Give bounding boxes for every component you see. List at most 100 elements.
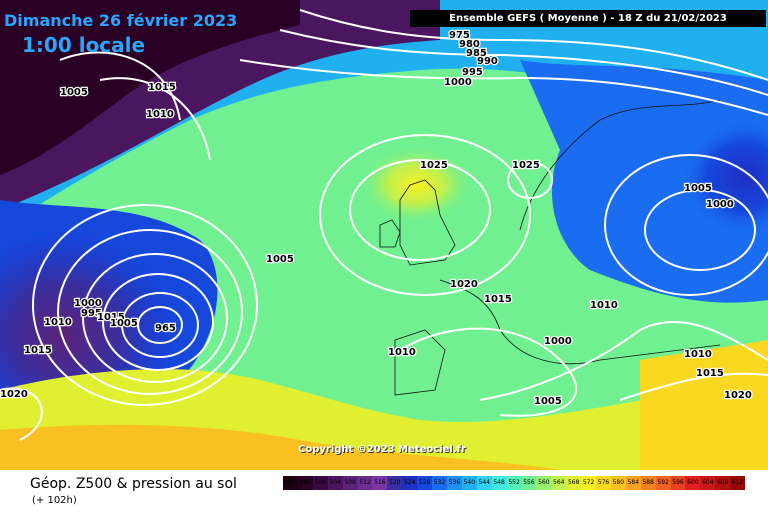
color-scale-ticks: 492 496 500 504 508 512 516 520 524 528 532 536 540 5… <box>283 479 745 486</box>
scale-swatch <box>640 476 656 490</box>
isobar-label: 1025 <box>512 160 540 171</box>
isobar-ring <box>349 159 491 261</box>
isobar-line <box>619 372 768 401</box>
scale-tick-label: 556 <box>523 479 535 486</box>
color-scale-bar <box>283 476 746 490</box>
isobar-label: 1015 <box>696 368 724 379</box>
scale-swatch <box>670 476 686 490</box>
scale-tick-label: 588 <box>642 479 654 486</box>
isobar-label: 995 <box>81 308 102 319</box>
coastlines <box>379 99 721 396</box>
isobar-ring <box>507 161 553 199</box>
isobar-line <box>299 9 768 81</box>
isobar-ring <box>644 189 756 271</box>
scale-swatch <box>566 476 582 490</box>
isobar-label: 995 <box>462 67 483 78</box>
scale-tick-label: 580 <box>612 479 625 486</box>
scale-swatch <box>581 476 597 490</box>
isobar-label: 1020 <box>724 390 752 401</box>
scale-swatch <box>402 476 418 490</box>
scale-tick-label: 536 <box>448 479 461 486</box>
scale-swatch <box>730 476 746 490</box>
scale-tick-label: 532 <box>433 479 446 486</box>
scandinavia-coast <box>519 99 721 231</box>
scale-tick-label: 528 <box>418 479 431 486</box>
isobar-label: 1000 <box>74 298 102 309</box>
legend-subtitle: (+ 102h) <box>32 495 77 506</box>
scale-swatch <box>387 476 403 490</box>
isobar-label: 1010 <box>146 109 174 120</box>
scale-tick-label: 604 <box>702 479 714 486</box>
northwest-deep-zone <box>0 0 300 175</box>
scale-tick-label: 496 <box>299 479 312 486</box>
legend-title: Géop. Z500 & pression au sol <box>30 476 237 492</box>
isobar-ring <box>137 306 183 344</box>
isobar-label: 1005 <box>534 396 562 407</box>
scale-swatch <box>596 476 611 490</box>
isobar-line <box>279 29 768 96</box>
scale-swatch <box>715 476 731 490</box>
scale-swatch <box>551 476 567 490</box>
scale-swatch <box>685 476 701 490</box>
scale-swatch <box>446 476 462 490</box>
isobar-label: 1015 <box>97 312 125 323</box>
scale-tick-label: 608 <box>717 479 729 486</box>
scale-tick-label: 568 <box>567 479 580 486</box>
isobar-line <box>479 321 768 401</box>
southeast-warm-zone <box>640 340 768 470</box>
scale-swatch <box>491 476 507 490</box>
scale-tick-label: 572 <box>582 479 595 486</box>
isobar-label: 1005 <box>684 183 712 194</box>
isobar-ring <box>319 134 531 296</box>
scale-swatch <box>357 476 373 490</box>
scale-swatch <box>327 476 343 490</box>
scale-swatch <box>476 476 492 490</box>
scale-tick-label: 500 <box>314 479 326 486</box>
scale-swatch <box>506 476 522 490</box>
ireland-coast <box>379 219 401 248</box>
scale-tick-label: 544 <box>478 479 490 486</box>
scale-tick-label: 584 <box>627 479 640 486</box>
scale-swatch <box>432 476 447 490</box>
model-run-banner: Ensemble GEFS ( Moyenne ) - 18 Z du 21/0… <box>410 10 766 27</box>
isobar-label: 1015 <box>484 294 512 305</box>
isobar-label: 1010 <box>684 349 712 360</box>
isobar-ring <box>102 273 214 371</box>
scale-swatch <box>536 476 552 490</box>
scale-tick-label: 512 <box>359 479 371 486</box>
scale-tick-label: 504 <box>329 479 341 486</box>
scale-swatch <box>312 476 328 490</box>
scale-tick-label: 596 <box>672 479 684 486</box>
scale-tick-label: 560 <box>538 479 550 486</box>
forecast-date: Dimanche 26 février 2023 <box>4 11 238 30</box>
isobar-label: 1015 <box>24 345 52 356</box>
isobars <box>0 9 768 441</box>
scale-tick-label: 524 <box>403 479 416 486</box>
scale-tick-label: 564 <box>553 479 565 486</box>
scale-tick-label: 492 <box>284 479 297 486</box>
isobar-ring <box>121 292 199 358</box>
scale-tick-label: 552 <box>508 479 520 486</box>
isobar-label: 1000 <box>444 77 472 88</box>
isobar-label: 975 <box>449 30 470 41</box>
scale-swatch <box>283 476 298 490</box>
isobar-label: 1005 <box>110 318 138 329</box>
scale-swatch <box>625 476 641 490</box>
scale-tick-label: 612 <box>731 479 744 486</box>
isobar-label: 980 <box>459 39 480 50</box>
isobar-label: 1005 <box>266 254 294 265</box>
scale-swatch <box>372 476 388 490</box>
scale-tick-label: 576 <box>597 479 610 486</box>
isobar-label: 1015 <box>148 82 176 93</box>
isobar-label: 1000 <box>706 199 734 210</box>
scale-tick-label: 520 <box>389 479 401 486</box>
isobar-label: 1025 <box>420 160 448 171</box>
isobar-label: 1010 <box>44 317 72 328</box>
scale-tick-label: 600 <box>687 479 699 486</box>
isobar-line <box>239 59 768 116</box>
scale-swatch <box>610 476 626 490</box>
isobar-label: 965 <box>155 323 176 334</box>
scale-tick-label: 592 <box>657 479 669 486</box>
isobar-label: 1010 <box>590 300 618 311</box>
